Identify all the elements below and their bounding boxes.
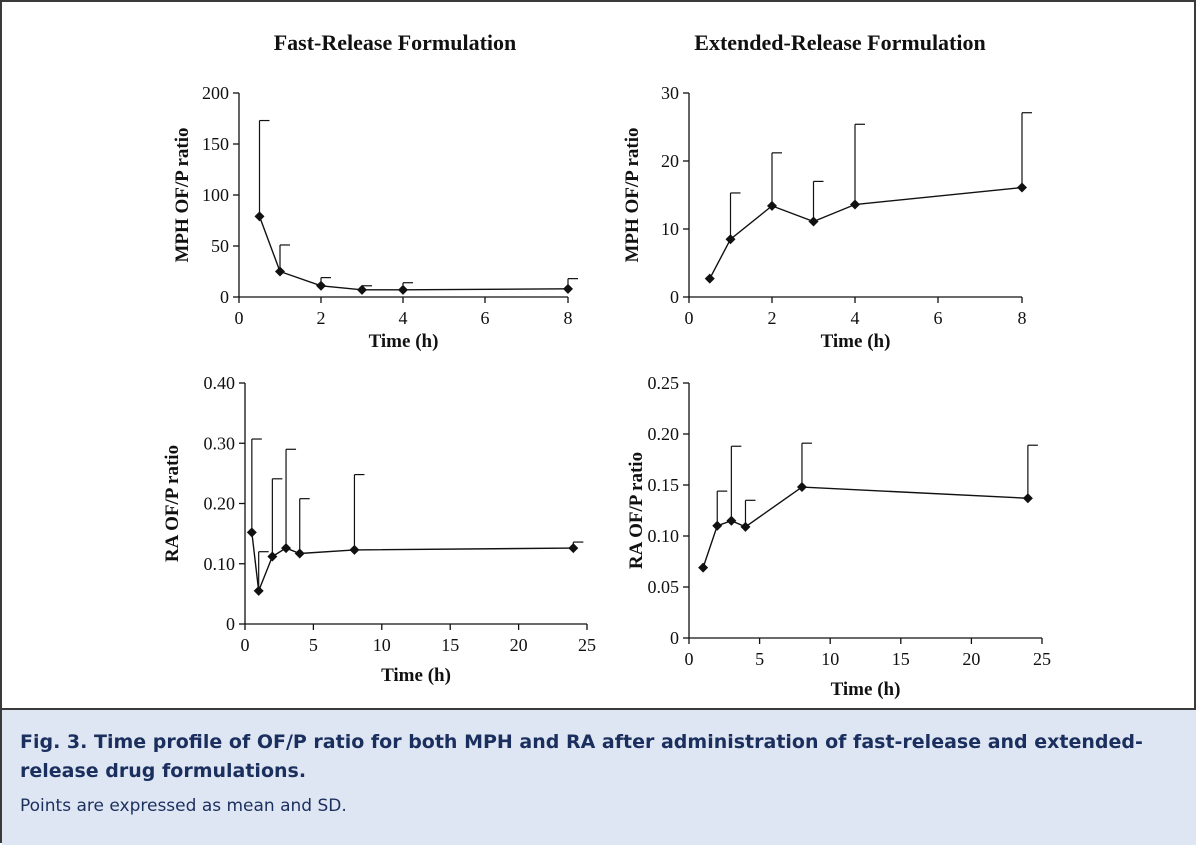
x-tick-label: 0: [241, 635, 250, 655]
data-point: [704, 273, 715, 284]
y-tick-label: 0.05: [648, 577, 680, 597]
x-axis-label: Time (h): [821, 331, 891, 352]
y-tick-label: 200: [202, 83, 229, 103]
y-tick-label: 0.30: [204, 433, 236, 453]
data-point: [267, 551, 278, 562]
figure-caption: Fig. 3. Time profile of OF/P ratio for b…: [2, 708, 1196, 845]
data-point: [275, 266, 285, 277]
x-tick-label: 20: [510, 635, 528, 655]
x-tick-label: 25: [1033, 649, 1051, 669]
x-tick-label: 6: [934, 308, 943, 328]
y-tick-label: 0.20: [204, 494, 236, 514]
data-point: [712, 520, 723, 531]
x-tick-label: 5: [755, 649, 764, 669]
data-point: [568, 543, 579, 554]
chart-title: Fast-Release Formulation: [274, 30, 517, 55]
x-tick-label: 2: [768, 308, 777, 328]
y-tick-label: 0.15: [648, 475, 680, 495]
x-tick-label: 8: [1018, 308, 1027, 328]
data-point: [726, 515, 737, 526]
data-point: [246, 527, 257, 538]
y-axis-label: RA OF/P ratio: [162, 445, 183, 562]
y-tick-label: 150: [202, 134, 229, 154]
caption-note: Points are expressed as mean and SD.: [20, 796, 347, 816]
y-tick-label: 0.10: [204, 554, 236, 574]
data-point: [316, 280, 326, 291]
x-tick-label: 8: [564, 308, 573, 328]
y-tick-label: 100: [202, 185, 229, 205]
data-point: [357, 284, 367, 295]
series-line: [709, 186, 1023, 279]
y-tick-label: 0.40: [204, 373, 236, 393]
data-point: [349, 544, 360, 555]
y-axis-label: RA OF/P ratio: [626, 452, 647, 569]
x-tick-label: 10: [373, 635, 391, 655]
chart-fast-mph: Fast-Release Formulation 0 50 100 150 200 0 2 4 6…: [172, 30, 578, 352]
data-point: [850, 199, 860, 210]
y-axis-label: MPH OF/P ratio: [172, 127, 193, 262]
data-point: [563, 283, 573, 294]
x-tick-label: 15: [892, 649, 910, 669]
series-line: [258, 216, 569, 291]
y-tick-label: 0: [670, 628, 679, 648]
x-axis-label: Time (h): [369, 331, 439, 352]
y-tick-label: 0: [670, 287, 679, 307]
x-tick-label: 0: [685, 308, 694, 328]
chart-fast-ra: 0 0.10 0.20 0.30 0.40 0 5 10 15 20 25 Time (h) RA OF…: [162, 373, 596, 686]
data-point: [254, 211, 265, 222]
y-tick-label: 30: [661, 83, 679, 103]
x-tick-label: 0: [235, 308, 244, 328]
data-point: [253, 585, 264, 596]
y-tick-label: 0.20: [648, 424, 680, 444]
data-point: [698, 562, 709, 573]
chart-ext-mph: Extended-Release Formulation 0 10 20 30 0 2 4 6 8…: [622, 30, 1032, 352]
x-axis-label: Time (h): [381, 665, 451, 686]
y-tick-label: 0: [226, 614, 235, 634]
data-point: [1022, 493, 1033, 504]
data-point: [1017, 182, 1027, 193]
y-tick-label: 0: [220, 287, 229, 307]
caption-title-text: Time profile of OF/P ratio for both MPH …: [20, 731, 1143, 782]
y-tick-label: 0.10: [648, 526, 680, 546]
y-tick-label: 20: [661, 151, 679, 171]
x-tick-label: 6: [481, 308, 490, 328]
data-point: [740, 521, 751, 532]
data-point: [808, 216, 819, 227]
y-tick-label: 0.25: [648, 373, 680, 393]
series-line: [702, 486, 1028, 568]
data-point: [796, 482, 807, 493]
x-tick-label: 4: [399, 308, 408, 328]
y-tick-label: 50: [211, 236, 229, 256]
x-tick-label: 20: [962, 649, 980, 669]
x-tick-label: 0: [685, 649, 694, 669]
x-tick-label: 25: [578, 635, 596, 655]
x-tick-label: 2: [317, 308, 326, 328]
x-axis-label: Time (h): [831, 679, 901, 700]
data-point: [281, 543, 292, 554]
x-tick-label: 10: [821, 649, 839, 669]
caption-figure-number: Fig. 3.: [20, 731, 88, 753]
data-point: [767, 200, 777, 211]
chart-ext-ra: 0 0.05 0.10 0.15 0.20 0.25 0 5 10 15 20 25 Time (h) R…: [626, 373, 1051, 700]
data-point: [294, 548, 305, 559]
data-point: [725, 234, 736, 245]
chart-title: Extended-Release Formulation: [694, 30, 985, 55]
data-point: [398, 284, 408, 295]
x-tick-label: 15: [441, 635, 459, 655]
y-axis-label: MPH OF/P ratio: [622, 127, 643, 262]
x-tick-label: 5: [309, 635, 318, 655]
y-tick-label: 10: [661, 219, 679, 239]
caption-title: Fig. 3. Time profile of OF/P ratio for b…: [20, 728, 1180, 786]
x-tick-label: 4: [851, 308, 860, 328]
